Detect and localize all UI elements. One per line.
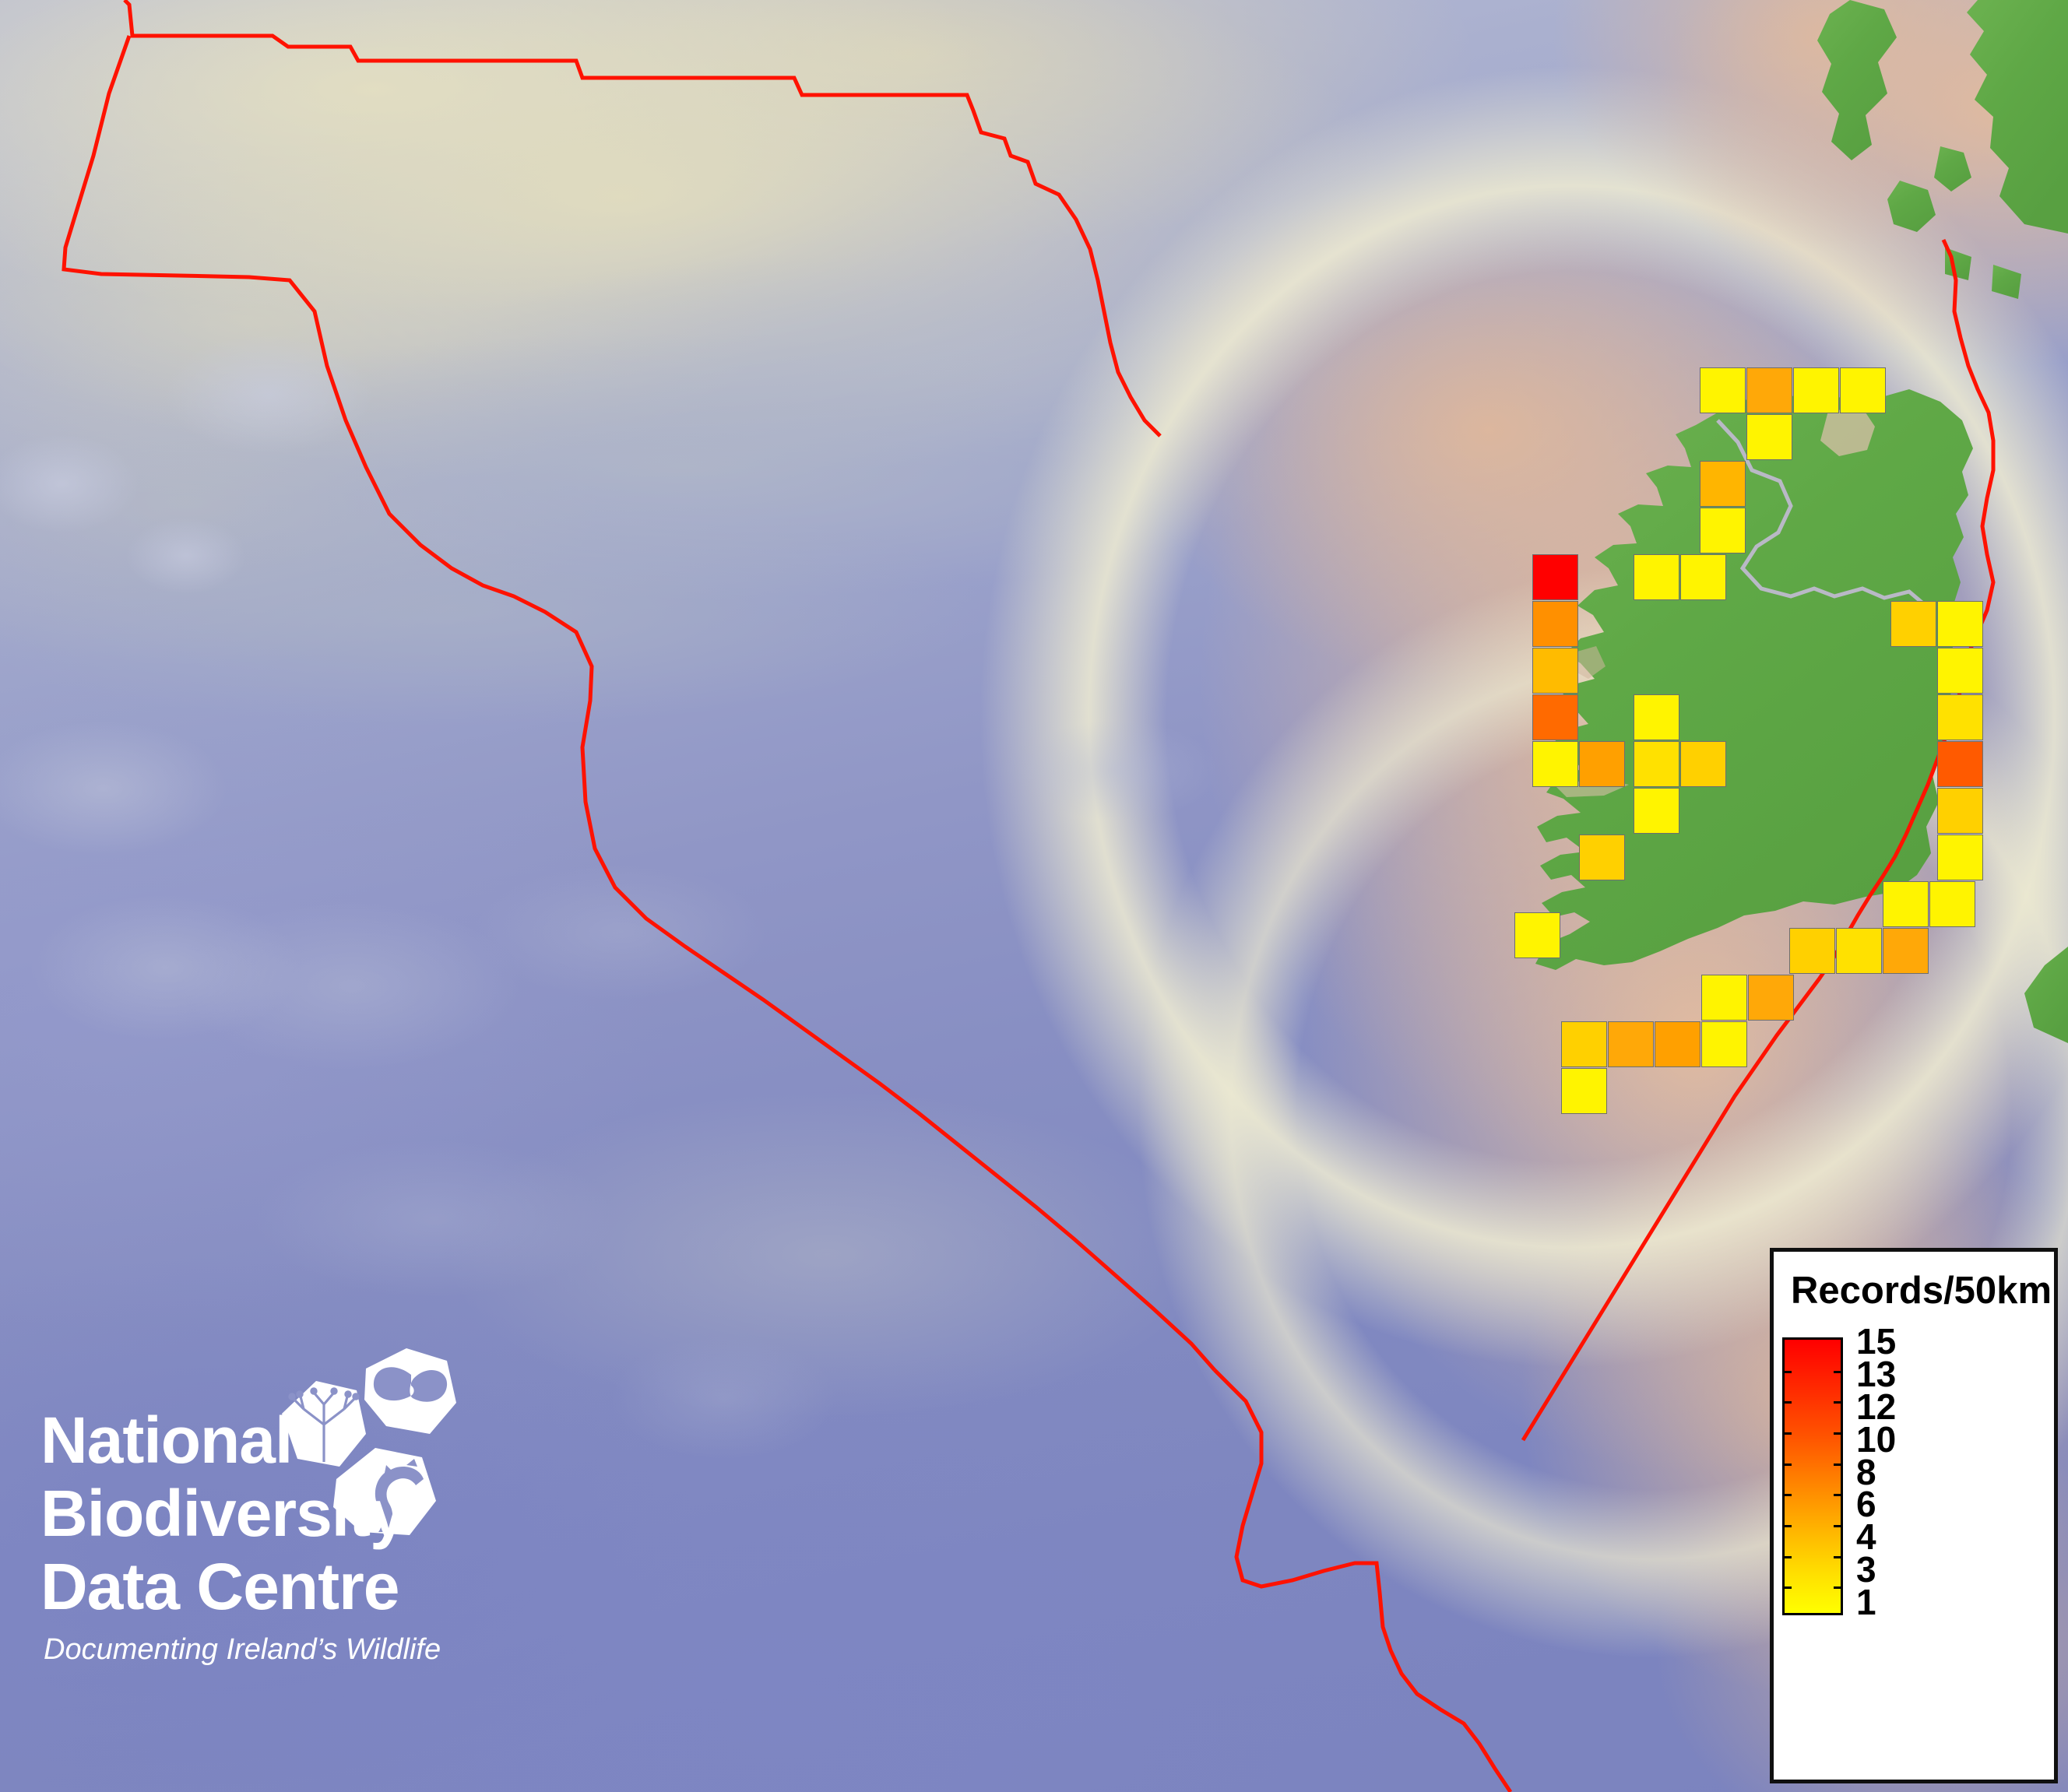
eez-boundary-line-south bbox=[1213, 1369, 1513, 1792]
legend-label: 15 bbox=[1856, 1321, 1897, 1362]
record-grid-cell bbox=[1634, 694, 1679, 740]
map-legend: Records/50km 15 13 12 10 8 6 4 3 1 bbox=[1770, 1248, 2058, 1783]
legend-label: 8 bbox=[1856, 1451, 1876, 1492]
record-grid-cell bbox=[1634, 741, 1679, 787]
border-line bbox=[1716, 419, 1931, 610]
legend-tick bbox=[1834, 1401, 1841, 1404]
legend-gradient-bar bbox=[1782, 1337, 1843, 1615]
record-grid-cell bbox=[1634, 554, 1679, 600]
legend-label: 13 bbox=[1856, 1353, 1897, 1394]
record-grid-cell bbox=[1748, 975, 1794, 1021]
record-grid-cell bbox=[1561, 1021, 1607, 1067]
eez-boundary-line-west bbox=[62, 35, 1216, 1372]
butterfly-glyph bbox=[373, 1362, 448, 1406]
record-grid-cell bbox=[1701, 975, 1747, 1021]
logo-line-2: Biodiversity bbox=[40, 1477, 406, 1550]
record-grid-cell bbox=[1634, 788, 1679, 834]
legend-tick bbox=[1785, 1494, 1792, 1497]
small-isle-b bbox=[1992, 265, 2021, 299]
legend-tick bbox=[1834, 1525, 1841, 1527]
legend-tick bbox=[1834, 1463, 1841, 1466]
record-grid-cell bbox=[1937, 601, 1983, 647]
record-grid-cell bbox=[1937, 741, 1983, 787]
lough-neagh bbox=[1820, 408, 1875, 456]
legend-tick bbox=[1785, 1555, 1792, 1558]
record-grid-cell bbox=[1532, 601, 1578, 647]
legend-label: 4 bbox=[1856, 1516, 1876, 1558]
legend-label: 6 bbox=[1856, 1484, 1876, 1525]
record-grid-cell bbox=[1701, 1021, 1747, 1067]
nbdc-logo: National Biodiversity Data Centre Docume… bbox=[36, 1348, 472, 1736]
eez-boundary-line-east bbox=[1521, 238, 1996, 1442]
record-grid-cell bbox=[1680, 554, 1726, 600]
record-grid-cell bbox=[1579, 835, 1625, 880]
scotland-landmass bbox=[1967, 0, 2068, 234]
wales-fragment bbox=[2024, 947, 2068, 1043]
legend-labels: 15 13 12 10 8 6 4 3 1 bbox=[1852, 1323, 1945, 1635]
jura-island bbox=[1934, 146, 1971, 191]
legend-tick bbox=[1834, 1494, 1841, 1497]
legend-title: Records/50km bbox=[1791, 1270, 2052, 1312]
record-grid-cell bbox=[1937, 648, 1983, 694]
record-grid-cell bbox=[1532, 648, 1578, 694]
record-grid-cell bbox=[1746, 367, 1792, 413]
scotland-islands bbox=[1817, 0, 1897, 160]
islay-island bbox=[1887, 181, 1936, 232]
logo-line-1: National bbox=[40, 1404, 293, 1477]
legend-tick bbox=[1834, 1586, 1841, 1590]
nbdc-logo-emblem bbox=[282, 1348, 456, 1535]
record-grid-cell bbox=[1937, 835, 1983, 880]
record-grid-cell bbox=[1937, 694, 1983, 740]
legend-label: 12 bbox=[1856, 1386, 1897, 1427]
record-grid-cell bbox=[1937, 788, 1983, 834]
legend-tick bbox=[1785, 1586, 1792, 1590]
legend-tick bbox=[1785, 1401, 1792, 1404]
record-grid-cell bbox=[1700, 367, 1746, 413]
record-grid-cell bbox=[1746, 414, 1792, 460]
legend-label: 3 bbox=[1856, 1549, 1876, 1590]
legend-tick bbox=[1785, 1370, 1792, 1373]
legend-label: 1 bbox=[1856, 1582, 1876, 1622]
record-grid-cell bbox=[1890, 601, 1936, 647]
record-grid-cell bbox=[1561, 1068, 1607, 1114]
record-grid-cell bbox=[1883, 881, 1929, 927]
record-grid-cell bbox=[1836, 928, 1882, 974]
record-grid-cell bbox=[1655, 1021, 1700, 1067]
record-grid-cell bbox=[1608, 1021, 1654, 1067]
logo-line-3: Data Centre bbox=[40, 1550, 399, 1623]
legend-tick bbox=[1785, 1432, 1792, 1435]
plant-glyph bbox=[291, 1392, 357, 1462]
legend-label: 10 bbox=[1856, 1418, 1897, 1460]
record-grid-cell bbox=[1532, 741, 1578, 787]
record-grid-cell bbox=[1514, 912, 1560, 958]
legend-tick bbox=[1834, 1370, 1841, 1373]
lough-corrib bbox=[1571, 646, 1606, 679]
legend-tick bbox=[1834, 1432, 1841, 1435]
record-grid-cell bbox=[1789, 928, 1835, 974]
record-grid-cell bbox=[1840, 367, 1886, 413]
record-grid-cell bbox=[1579, 741, 1625, 787]
record-grid-cell bbox=[1700, 461, 1746, 507]
seahorse-glyph bbox=[375, 1459, 424, 1532]
record-grid-cell bbox=[1883, 928, 1929, 974]
record-grid-cell bbox=[1793, 367, 1839, 413]
legend-tick bbox=[1834, 1555, 1841, 1558]
legend-tick bbox=[1785, 1463, 1792, 1466]
record-grid-cell bbox=[1680, 741, 1726, 787]
eez-boundary-line bbox=[123, 0, 1162, 437]
legend-tick bbox=[1785, 1525, 1792, 1527]
record-grid-cell bbox=[1532, 694, 1578, 740]
record-grid-cell bbox=[1700, 508, 1746, 553]
logo-tagline: Documenting Ireland’s Wildlife bbox=[44, 1633, 441, 1666]
record-grid-cell bbox=[1929, 881, 1975, 927]
record-grid-cell bbox=[1532, 554, 1578, 600]
